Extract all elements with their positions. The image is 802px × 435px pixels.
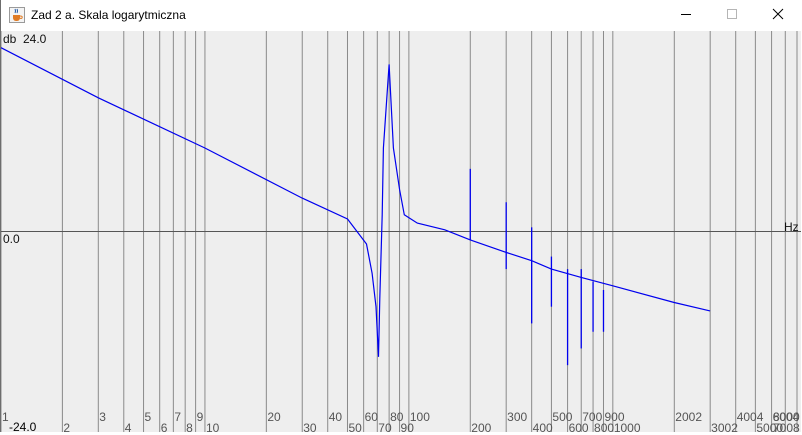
title-bar[interactable]: Zad 2 a. Skala logarytmiczna	[1, 0, 801, 31]
plot-area: db 24.0 0.0 -24.0 Hz 1 2 3 4 5 6 7 8 9 10 20 30 40 50…	[1, 31, 801, 435]
minimize-icon	[680, 7, 692, 25]
x-tick-label: 4004	[736, 410, 764, 424]
x-tick-label: 100	[409, 410, 430, 424]
maximize-icon	[726, 7, 738, 25]
maximize-button[interactable]	[709, 0, 755, 31]
x-tick-label: 10	[205, 421, 220, 435]
x-tick-label: 3	[99, 410, 106, 424]
bode-chart	[1, 31, 801, 432]
x-tick-label: 300	[507, 410, 528, 424]
y-zero-label: 0.0	[3, 232, 20, 246]
x-tick-label: 30	[303, 421, 317, 435]
window-title: Zad 2 a. Skala logarytmiczna	[31, 8, 186, 22]
x-tick-label: 2	[63, 421, 71, 435]
close-button[interactable]	[755, 0, 801, 31]
minimize-button[interactable]	[663, 0, 709, 31]
x-tick-label: 7	[174, 410, 182, 424]
x-tick-label: 80	[390, 410, 404, 424]
x-unit-label: Hz	[784, 220, 799, 234]
x-tick-label: 500	[552, 410, 573, 424]
x-tick-label: 5000	[756, 421, 784, 435]
response-curve	[1, 47, 711, 357]
y-max-label: 24.0	[23, 32, 47, 46]
x-tick-label: 40	[328, 410, 343, 424]
x-tick-label: 1	[2, 410, 9, 424]
x-tick-label: 4	[124, 421, 132, 435]
x-tick-label: 9	[196, 410, 204, 424]
x-tick-label: 900	[604, 410, 625, 424]
x-tick-label: 800	[594, 421, 615, 435]
x-tick-label: 7008	[773, 421, 800, 435]
x-tick-label: 700	[582, 410, 603, 424]
x-tick-label: 8	[186, 421, 193, 435]
x-tick-label: 6	[160, 421, 168, 435]
x-tick-label: 600	[568, 421, 589, 435]
x-tick-label: 8000	[773, 410, 800, 424]
x-tick-label: 400	[532, 421, 553, 435]
java-cup-icon	[9, 7, 25, 23]
x-tick-label: 3002	[711, 421, 738, 435]
x-tick-label: 5	[144, 410, 152, 424]
x-tick-label: 6004	[772, 410, 800, 424]
x-tick-label: 90	[400, 421, 414, 435]
x-tick-label: 2002	[675, 410, 702, 424]
y-unit-label: db	[3, 32, 17, 46]
close-icon	[772, 7, 784, 25]
x-tick-label: 50	[348, 421, 362, 435]
x-tick-label: 60	[364, 410, 378, 424]
x-tick-label: 70	[378, 421, 392, 435]
x-tick-label: 20	[267, 410, 281, 424]
x-tick-label: 1000	[613, 421, 641, 435]
y-min-label: -24.0	[9, 420, 37, 434]
x-tick-label: 200	[471, 421, 492, 435]
